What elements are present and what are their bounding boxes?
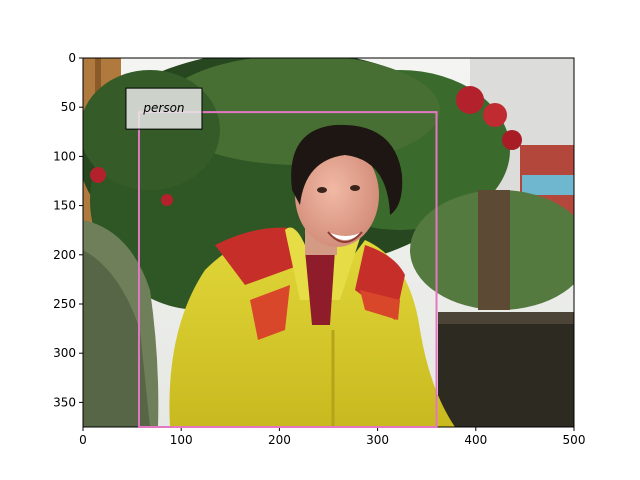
y-tick-label: 100: [53, 149, 76, 163]
x-tick-label: 500: [563, 433, 586, 447]
y-tick-label: 200: [53, 248, 76, 262]
label-box: [125, 87, 203, 130]
y-tick-label: 300: [53, 346, 76, 360]
y-tick-label: 350: [53, 395, 76, 409]
y-tick-label: 50: [61, 100, 76, 114]
y-tick-label: 150: [53, 199, 76, 213]
y-tick-label: 250: [53, 297, 76, 311]
x-tick-label: 400: [464, 433, 487, 447]
person-bounding-box: [137, 111, 438, 429]
detections: person: [125, 87, 438, 429]
x-tick-label: 200: [268, 433, 291, 447]
ticks: 0 100 200 300 400 500 0 50 100 150 200 250 300 350: [53, 51, 585, 447]
x-tick-label: 0: [79, 433, 87, 447]
x-tick-label: 300: [366, 433, 389, 447]
x-tick-label: 100: [170, 433, 193, 447]
detection-label: person: [142, 101, 184, 115]
y-tick-label: 0: [68, 51, 76, 65]
